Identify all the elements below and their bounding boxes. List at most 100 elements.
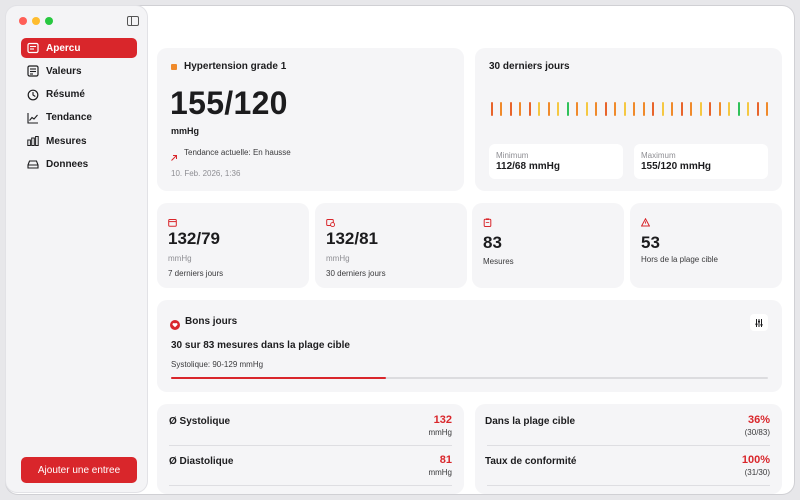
current-reading-card[interactable]: Hypertension grade 1 155/120 mmHg Tendan… bbox=[157, 48, 464, 191]
reading-tick bbox=[652, 102, 655, 116]
sidebar-item-tendance[interactable]: Tendance bbox=[21, 108, 137, 128]
reading-tick bbox=[690, 102, 693, 116]
data-drive-icon bbox=[27, 158, 39, 170]
stat-card-measurements[interactable]: 83 Mesures bbox=[472, 203, 624, 288]
row-divider bbox=[169, 445, 452, 446]
clipboard-icon bbox=[483, 214, 492, 232]
in-range-label: Dans la plage cible bbox=[485, 416, 576, 427]
minimum-value: 112/68 mmHg bbox=[496, 161, 560, 172]
reading-tick bbox=[642, 102, 645, 116]
stat-label: 30 derniers jours bbox=[326, 269, 386, 278]
reading-tick bbox=[576, 102, 579, 116]
trend-up-arrow-icon bbox=[170, 149, 178, 161]
reading-tick bbox=[547, 102, 550, 116]
maximum-label: Maximum bbox=[641, 151, 676, 160]
reading-tick bbox=[728, 102, 731, 116]
compliance-rate-label: Taux de conformité bbox=[485, 456, 577, 467]
sidebar-item-label: Donnees bbox=[46, 158, 89, 170]
stat-card-7-days[interactable]: 132/79 mmHg 7 derniers jours bbox=[157, 203, 309, 288]
row-divider bbox=[169, 485, 452, 486]
current-reading-unit: mmHg bbox=[171, 126, 200, 136]
calendar-icon bbox=[168, 214, 177, 232]
stat-label: Mesures bbox=[483, 257, 514, 266]
category-indicator bbox=[171, 64, 177, 70]
reading-tick bbox=[519, 102, 522, 116]
warning-icon bbox=[640, 214, 651, 232]
stat-unit: mmHg bbox=[168, 254, 192, 263]
trend-row: Tendance actuelle: En hausse bbox=[170, 148, 291, 161]
good-days-title: Bons jours bbox=[185, 316, 238, 327]
overview-icon bbox=[27, 42, 39, 54]
row-divider bbox=[487, 485, 770, 486]
heart-badge-icon bbox=[170, 317, 180, 335]
reading-tick bbox=[595, 102, 598, 116]
maximum-box: Maximum 155/120 mmHg bbox=[634, 144, 768, 179]
close-window-button[interactable] bbox=[19, 17, 27, 25]
stat-label: 7 derniers jours bbox=[168, 269, 224, 278]
reading-tick bbox=[737, 102, 740, 116]
stat-value: 132/81 bbox=[326, 229, 378, 248]
reading-tick bbox=[614, 102, 617, 116]
measurements-bars-icon bbox=[27, 135, 39, 147]
sidebar-item-label: Valeurs bbox=[46, 65, 82, 77]
sidebar-nav: Apercu Valeurs Résumé Tendance Mesures bbox=[21, 38, 137, 178]
sidebar-toggle-icon[interactable] bbox=[127, 16, 139, 26]
sidebar-item-mesures[interactable]: Mesures bbox=[21, 131, 137, 151]
compliance-rate-count: (31/30) bbox=[744, 468, 770, 477]
stat-card-30-days[interactable]: 132/81 mmHg 30 derniers jours bbox=[315, 203, 467, 288]
values-list-icon bbox=[27, 65, 39, 77]
reading-tick bbox=[500, 102, 503, 116]
reading-tick bbox=[528, 102, 531, 116]
sidebar-item-donnees[interactable]: Donnees bbox=[21, 154, 137, 174]
reading-tick bbox=[661, 102, 664, 116]
sliders-filter-icon[interactable] bbox=[750, 314, 768, 331]
sidebar-item-valeurs[interactable]: Valeurs bbox=[21, 61, 137, 81]
avg-diastolic-value: 81 bbox=[439, 454, 452, 466]
reading-tick bbox=[756, 102, 759, 116]
good-days-card[interactable]: Bons jours 30 sur 83 mesures dans la pla… bbox=[157, 300, 782, 392]
current-reading-value: 155/120 bbox=[170, 85, 288, 121]
avg-systolic-label: Ø Systolique bbox=[169, 416, 231, 427]
sidebar-item-label: Mesures bbox=[46, 135, 87, 147]
reading-tick bbox=[585, 102, 588, 116]
reading-tick bbox=[491, 102, 493, 116]
avg-diastolic-label: Ø Diastolique bbox=[169, 456, 234, 467]
avg-systolic-unit: mmHg bbox=[428, 428, 452, 437]
reading-tick bbox=[747, 102, 750, 116]
averages-card: Ø Systolique 132 mmHg Ø Diastolique 81 m… bbox=[157, 404, 464, 494]
stat-card-out-of-range[interactable]: 53 Hors de la plage cible bbox=[630, 203, 782, 288]
reading-tick bbox=[566, 102, 569, 116]
reading-tick bbox=[557, 102, 560, 116]
add-entry-button[interactable]: Ajouter une entree bbox=[21, 457, 137, 483]
stat-value: 53 bbox=[641, 233, 660, 252]
reading-tick bbox=[538, 102, 541, 116]
last-30-days-card[interactable]: 30 derniers jours Minimum 112/68 mmHg Ma… bbox=[475, 48, 782, 191]
category-label: Hypertension grade 1 bbox=[184, 61, 287, 72]
in-range-value: 36% bbox=[747, 414, 770, 426]
reading-tick bbox=[699, 102, 702, 116]
minimize-window-button[interactable] bbox=[32, 17, 40, 25]
reading-tick bbox=[604, 102, 607, 116]
row-divider bbox=[487, 445, 770, 446]
good-days-range: Systolique: 90-129 mmHg bbox=[171, 360, 264, 369]
good-days-summary: 30 sur 83 mesures dans la plage cible bbox=[171, 340, 350, 351]
avg-systolic-value: 132 bbox=[433, 414, 452, 426]
summary-clock-icon bbox=[27, 89, 39, 101]
sidebar: Apercu Valeurs Résumé Tendance Mesures bbox=[6, 6, 147, 492]
stat-value: 132/79 bbox=[168, 229, 220, 248]
minimum-box: Minimum 112/68 mmHg bbox=[489, 144, 623, 179]
compliance-card: Dans la plage cible 36% (30/83) Taux de … bbox=[475, 404, 782, 494]
reading-tick bbox=[671, 102, 674, 116]
stat-label: Hors de la plage cible bbox=[641, 255, 718, 264]
sidebar-item-label: Tendance bbox=[46, 112, 92, 124]
trend-chart-icon bbox=[27, 112, 39, 124]
sidebar-item-resume[interactable]: Résumé bbox=[21, 85, 137, 105]
last-30-title: 30 derniers jours bbox=[489, 61, 570, 72]
stat-value: 83 bbox=[483, 233, 502, 252]
in-range-count: (30/83) bbox=[744, 428, 770, 437]
reading-tick bbox=[709, 102, 712, 116]
zoom-window-button[interactable] bbox=[45, 17, 53, 25]
sidebar-item-label: Résumé bbox=[46, 89, 85, 101]
good-days-progress-fill bbox=[171, 377, 386, 379]
sidebar-item-apercu[interactable]: Apercu bbox=[21, 38, 137, 58]
